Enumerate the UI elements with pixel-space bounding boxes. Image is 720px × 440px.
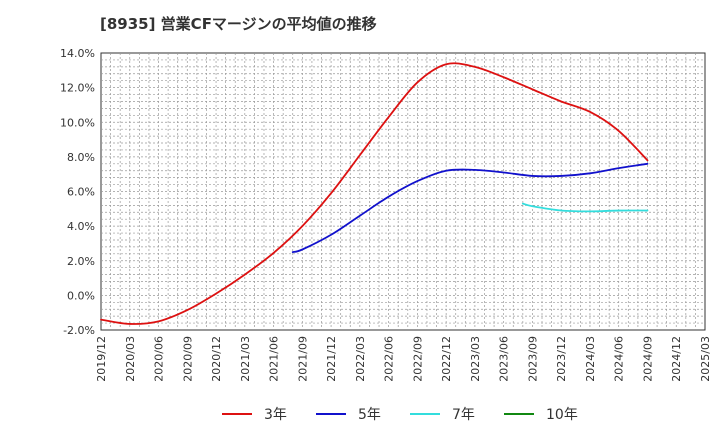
- grid-lines: [101, 53, 705, 330]
- y-tick-label: 6.0%: [67, 186, 95, 199]
- chart-title: [8935] 営業CFマージンの平均値の推移: [100, 15, 377, 33]
- y-tick-label: 14.0%: [60, 47, 95, 60]
- x-tick-label: 2022/09: [411, 336, 424, 382]
- legend-label-3: 10年: [546, 407, 578, 423]
- x-tick-label: 2022/06: [383, 336, 396, 382]
- x-tick-label: 2020/12: [210, 336, 223, 382]
- x-tick-label: 2020/03: [124, 336, 137, 382]
- x-tick-label: 2025/03: [699, 336, 712, 382]
- y-axis: -2.0% 0.0% 2.0% 4.0% 6.0% 8.0% 10.0% 12.0% 14.0%: [60, 47, 95, 337]
- x-tick-label: 2023/06: [498, 336, 511, 382]
- x-tick-label: 2019/12: [95, 336, 108, 382]
- x-tick-label: 2020/09: [181, 336, 194, 382]
- x-axis: 2019/12 2020/03 2020/06 2020/09 2020/12 2021/…: [95, 336, 712, 382]
- x-tick-label: 2021/12: [325, 336, 338, 382]
- y-tick-label: 10.0%: [60, 116, 95, 129]
- y-tick-label: 8.0%: [67, 151, 95, 164]
- x-tick-label: 2024/06: [613, 336, 626, 382]
- y-tick-label: 4.0%: [67, 220, 95, 233]
- legend: 3年 5年 7年 10年: [222, 407, 578, 423]
- legend-label-0: 3年: [264, 407, 287, 423]
- series-lines: [100, 62, 649, 325]
- x-tick-label: 2021/03: [239, 336, 252, 382]
- x-tick-label: 2022/03: [354, 336, 367, 382]
- x-tick-label: 2024/09: [641, 336, 654, 382]
- y-tick-label: -2.0%: [63, 324, 95, 337]
- y-tick-label: 0.0%: [67, 289, 95, 302]
- x-tick-label: 2021/06: [268, 336, 281, 382]
- x-tick-label: 2024/03: [584, 336, 597, 382]
- legend-label-2: 7年: [452, 407, 475, 423]
- series-line-1: [291, 162, 649, 253]
- x-tick-label: 2023/09: [526, 336, 539, 382]
- series-line-2: [521, 202, 649, 213]
- x-tick-label: 2023/03: [469, 336, 482, 382]
- legend-label-1: 5年: [358, 407, 381, 423]
- y-tick-label: 2.0%: [67, 255, 95, 268]
- x-tick-label: 2021/09: [296, 336, 309, 382]
- x-tick-label: 2020/06: [153, 336, 166, 382]
- x-tick-label: 2023/12: [555, 336, 568, 382]
- x-tick-label: 2022/12: [440, 336, 453, 382]
- series-line-0: [100, 62, 649, 325]
- x-tick-label: 2024/12: [670, 336, 683, 382]
- y-tick-label: 12.0%: [60, 82, 95, 95]
